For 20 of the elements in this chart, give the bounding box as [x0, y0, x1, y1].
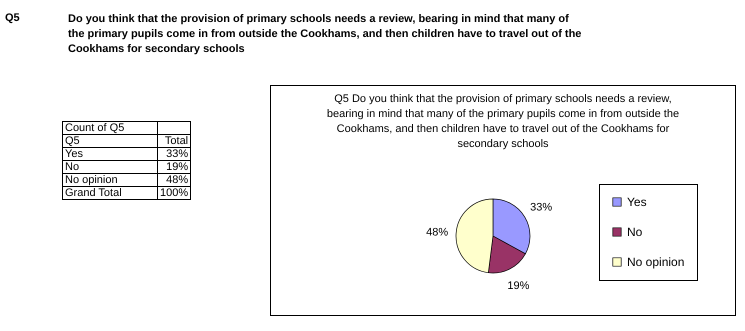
- text: Q5: [5, 12, 20, 24]
- data-label: 33%: [530, 201, 552, 214]
- category-label: Yes: [65, 148, 83, 160]
- category-label: No opinion: [65, 174, 118, 186]
- text: Do you think that the provision of primary schools needs a review, bearing in mind that many of the primary pupils come in from outside the Cookhams, and then children have to travel out of the Cookhams for secondary schools: [68, 12, 582, 57]
- text: Q5: [62, 134, 158, 148]
- text: Count of Q5: [62, 122, 158, 134]
- data-label: 19%: [507, 280, 530, 292]
- category-label: No: [65, 161, 80, 173]
- legend-label: No: [627, 225, 643, 239]
- text: 33%: [166, 148, 188, 160]
- legend-label: No opinion: [627, 255, 684, 269]
- text: Total: [158, 134, 191, 148]
- text: 48%: [166, 174, 188, 186]
- text: Grand Total: [62, 186, 158, 200]
- legend-label: Yes: [627, 195, 647, 209]
- data-label: 48%: [426, 226, 448, 238]
- text: 19%: [166, 161, 188, 173]
- text: 100%: [158, 186, 191, 200]
- chart-title: Q5 Do you think that the provision of primary schools needs a review, bearing in mind that many of the primary pupils come in from outside the Cookhams, and then children have to travel out of the Cookhams for secondary schools: [326, 92, 680, 152]
